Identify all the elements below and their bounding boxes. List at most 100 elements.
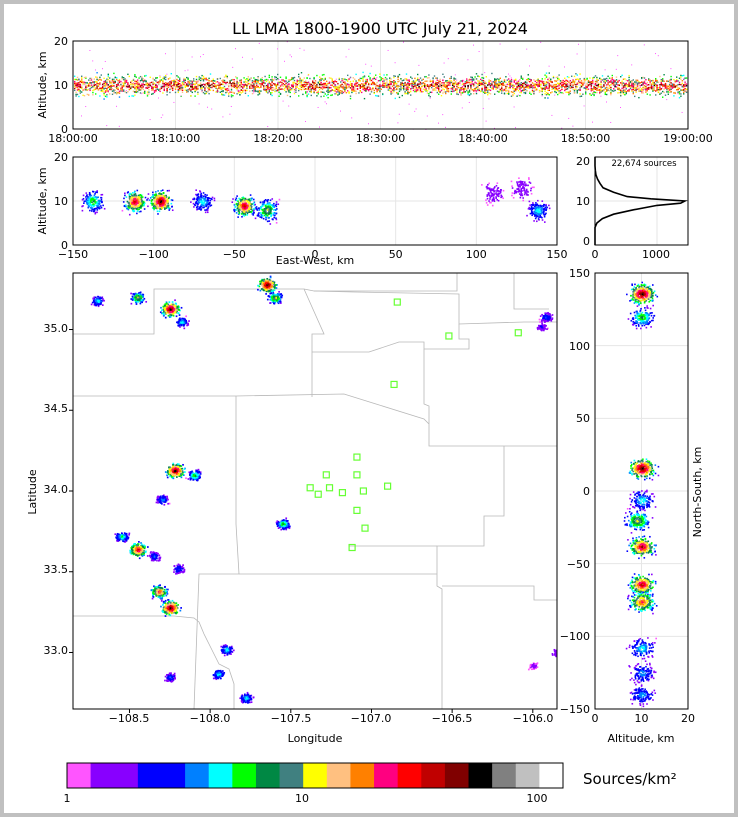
- source-pixel: [209, 202, 211, 204]
- source-pixel: [306, 95, 308, 97]
- source-pixel: [106, 81, 108, 83]
- source-pixel: [202, 77, 205, 80]
- source-pixel: [253, 77, 255, 79]
- source-pixel: [370, 82, 373, 85]
- source-pixel: [310, 85, 312, 88]
- source-pixel: [600, 81, 602, 83]
- source-pixel: [645, 85, 647, 88]
- source-pixel: [96, 77, 98, 79]
- source-pixel: [417, 84, 419, 86]
- source-pixel: [447, 90, 450, 93]
- source-pixel: [323, 95, 325, 97]
- source-pixel: [303, 49, 305, 51]
- source-pixel: [111, 93, 114, 96]
- source-pixel: [559, 80, 562, 82]
- source-pixel: [260, 86, 262, 88]
- source-pixel: [218, 84, 220, 86]
- source-pixel: [373, 76, 375, 78]
- source-pixel: [426, 84, 429, 86]
- source-pixel: [470, 78, 472, 81]
- source-pixel: [466, 80, 468, 82]
- source-pixel: [601, 86, 604, 88]
- source-pixel: [226, 87, 228, 90]
- source-pixel: [652, 86, 654, 88]
- source-pixel: [278, 95, 280, 97]
- source-pixel: [358, 92, 360, 94]
- source-pixel: [194, 89, 196, 92]
- source-pixel: [246, 214, 249, 216]
- source-pixel: [160, 117, 162, 119]
- source-pixel: [142, 200, 145, 203]
- source-pixel: [163, 83, 165, 86]
- source-pixel: [174, 91, 177, 94]
- source-pixel: [240, 84, 242, 86]
- source-pixel: [557, 87, 559, 90]
- source-pixel: [426, 80, 429, 82]
- source-pixel: [375, 83, 377, 85]
- source-pixel: [198, 199, 200, 201]
- source-pixel: [369, 87, 371, 89]
- source-pixel: [515, 79, 517, 81]
- source-pixel: [296, 80, 298, 83]
- source-pixel: [244, 80, 247, 83]
- source-pixel: [594, 80, 597, 83]
- source-pixel: [103, 82, 105, 85]
- source-pixel: [443, 62, 445, 64]
- source-pixel: [533, 84, 535, 87]
- source-pixel: [138, 77, 140, 79]
- source-pixel: [569, 80, 571, 82]
- source-pixel: [165, 196, 168, 198]
- source-pixel: [165, 82, 167, 84]
- source-pixel: [201, 89, 203, 91]
- source-pixel: [249, 207, 252, 209]
- source-pixel: [177, 79, 179, 82]
- source-pixel: [358, 79, 360, 81]
- source-pixel: [155, 86, 157, 89]
- source-pixel: [170, 81, 172, 83]
- source-pixel: [249, 208, 252, 210]
- source-pixel: [447, 80, 450, 82]
- source-pixel: [104, 87, 107, 90]
- source-pixel: [152, 89, 154, 91]
- source-pixel: [288, 80, 290, 83]
- source-pixel: [221, 83, 223, 85]
- source-pixel: [150, 199, 153, 202]
- source-pixel: [475, 88, 478, 90]
- source-pixel: [380, 88, 382, 90]
- source-pixel: [405, 73, 408, 75]
- source-pixel: [99, 83, 101, 85]
- source-pixel: [149, 84, 151, 87]
- source-pixel: [167, 86, 170, 89]
- source-pixel: [489, 80, 492, 82]
- source-pixel: [473, 79, 475, 81]
- source-pixel: [673, 92, 675, 94]
- source-pixel: [442, 85, 444, 87]
- source-pixel: [338, 90, 340, 92]
- source-pixel: [523, 87, 525, 90]
- source-pixel: [505, 85, 507, 88]
- source-pixel: [326, 103, 327, 105]
- source-pixel: [254, 90, 256, 93]
- source-pixel: [317, 82, 319, 84]
- source-pixel: [558, 90, 560, 92]
- source-pixel: [681, 111, 683, 113]
- source-pixel: [477, 80, 479, 82]
- source-pixel: [160, 87, 163, 90]
- source-pixel: [440, 82, 443, 84]
- source-pixel: [135, 76, 137, 78]
- source-pixel: [548, 77, 550, 79]
- source-pixel: [473, 90, 475, 92]
- source-pixel: [498, 91, 500, 93]
- source-pixel: [316, 95, 318, 97]
- source-pixel: [123, 84, 125, 87]
- source-pixel: [351, 91, 353, 94]
- source-pixel: [295, 87, 297, 89]
- source-pixel: [179, 79, 181, 81]
- source-pixel: [389, 89, 391, 92]
- source-pixel: [387, 83, 389, 86]
- source-pixel: [85, 81, 87, 84]
- source-pixel: [475, 73, 478, 75]
- source-pixel: [352, 89, 354, 91]
- source-pixel: [166, 94, 168, 96]
- source-pixel: [393, 80, 395, 82]
